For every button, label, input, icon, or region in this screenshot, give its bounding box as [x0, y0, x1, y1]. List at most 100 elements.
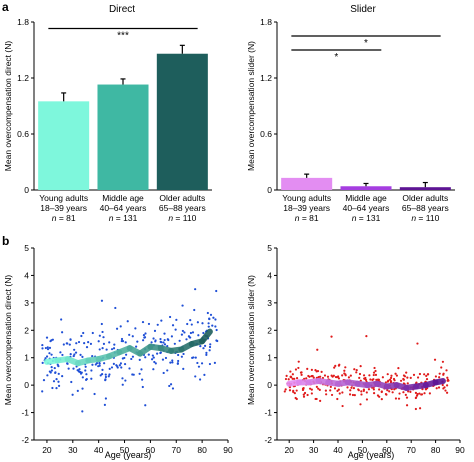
- data-point: [56, 363, 59, 366]
- data-point: [397, 367, 400, 370]
- data-point: [128, 333, 131, 336]
- x-tick-label: 30: [68, 445, 78, 455]
- data-point: [376, 394, 380, 397]
- data-point: [207, 322, 210, 325]
- data-point: [391, 391, 394, 394]
- y-axis-label: Mean overcompensation direct (N): [3, 275, 13, 406]
- data-point: [197, 334, 200, 337]
- data-point: [387, 379, 390, 382]
- data-point: [445, 369, 448, 372]
- data-point: [199, 345, 202, 348]
- data-point: [207, 325, 210, 328]
- data-point: [54, 371, 57, 374]
- x-tick-label: n = 110: [411, 213, 439, 223]
- data-point: [131, 373, 134, 376]
- data-point: [144, 332, 147, 335]
- x-axis-label: Age (years): [348, 450, 395, 460]
- data-point: [414, 391, 418, 394]
- data-point: [131, 335, 134, 338]
- data-point: [81, 355, 84, 358]
- x-tick-label: n = 110: [168, 213, 196, 223]
- data-point: [189, 319, 192, 322]
- x-tick-label: n = 131: [352, 213, 381, 223]
- data-point: [378, 388, 381, 391]
- x-tick-label: 18–39 years: [283, 203, 330, 213]
- data-point: [406, 376, 409, 379]
- data-point: [110, 366, 114, 369]
- data-point: [329, 385, 332, 388]
- data-point: [77, 340, 81, 344]
- y-tick-label: 4: [267, 270, 272, 280]
- data-point: [170, 335, 173, 338]
- data-point: [154, 362, 157, 365]
- data-point: [182, 352, 185, 356]
- data-point: [287, 378, 290, 381]
- data-point: [341, 391, 344, 394]
- data-point: [324, 389, 327, 392]
- data-point: [284, 388, 287, 391]
- data-point: [48, 370, 51, 373]
- data-point: [310, 388, 313, 391]
- data-point: [152, 337, 155, 340]
- data-point: [310, 392, 313, 395]
- data-point: [350, 386, 353, 389]
- data-point: [153, 360, 156, 364]
- data-point: [437, 386, 441, 389]
- data-point: [87, 341, 90, 344]
- data-point: [78, 370, 81, 373]
- bar: [340, 186, 392, 190]
- data-point: [405, 396, 409, 399]
- data-point: [166, 369, 169, 372]
- data-point: [442, 372, 445, 375]
- data-point: [46, 346, 49, 349]
- data-point: [323, 374, 327, 377]
- data-point: [409, 376, 412, 379]
- data-point: [316, 348, 319, 351]
- data-point: [373, 366, 376, 370]
- y-tick-label: 0: [267, 185, 272, 195]
- data-point: [205, 353, 208, 356]
- data-point: [189, 336, 192, 339]
- data-point: [320, 370, 323, 373]
- data-point: [156, 352, 159, 355]
- data-point: [302, 393, 305, 396]
- data-point: [300, 371, 303, 374]
- data-point: [291, 373, 294, 376]
- data-point: [333, 366, 336, 369]
- data-point: [174, 328, 177, 331]
- y-tick-label: 5: [24, 243, 29, 253]
- data-point: [62, 343, 65, 346]
- data-point: [171, 324, 175, 327]
- y-tick-label: 0: [24, 380, 29, 390]
- data-point: [330, 335, 333, 338]
- data-point: [59, 351, 62, 354]
- data-point: [82, 331, 85, 335]
- data-point: [103, 362, 106, 365]
- y-tick-label: 1.2: [17, 73, 29, 83]
- data-point: [142, 334, 146, 337]
- slider-scatter-chart: Age (years) Mean overcompensation slider…: [246, 243, 465, 460]
- data-point: [98, 362, 101, 365]
- data-point: [45, 355, 49, 358]
- data-point: [128, 367, 131, 370]
- data-point: [90, 369, 93, 372]
- data-point: [394, 372, 397, 375]
- data-point: [182, 367, 185, 370]
- data-point: [81, 387, 84, 390]
- data-point: [180, 355, 183, 358]
- x-tick-label: 70: [172, 445, 182, 455]
- data-point: [355, 371, 358, 374]
- data-point: [440, 366, 443, 369]
- data-point: [414, 407, 417, 411]
- data-point: [67, 367, 70, 370]
- data-point: [120, 366, 123, 369]
- data-point: [351, 393, 355, 397]
- data-point: [416, 376, 420, 379]
- data-point: [177, 359, 180, 363]
- data-point: [171, 359, 174, 362]
- data-point: [389, 380, 393, 383]
- data-point: [193, 308, 196, 312]
- data-point: [427, 373, 430, 376]
- data-point: [120, 339, 123, 343]
- x-tick-label: n = 131: [109, 213, 138, 223]
